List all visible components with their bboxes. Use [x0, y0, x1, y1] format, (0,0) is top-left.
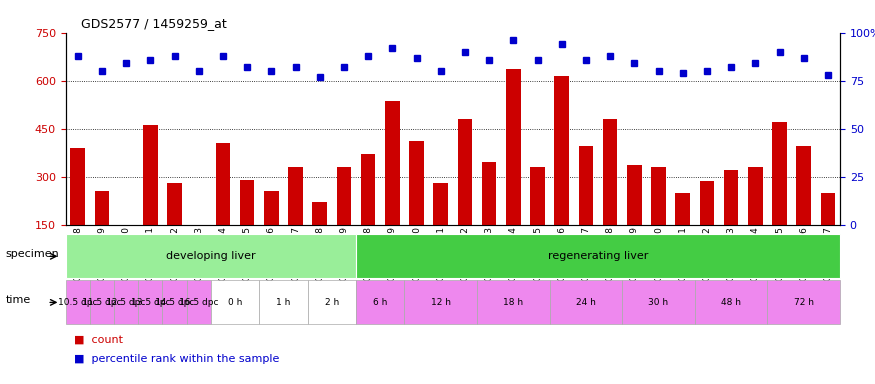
Text: 16.5 dpc: 16.5 dpc	[179, 298, 219, 307]
Text: GDS2577 / 1459259_at: GDS2577 / 1459259_at	[81, 17, 227, 30]
Bar	[773, 122, 787, 225]
Bar	[385, 101, 400, 225]
Text: 6 h: 6 h	[373, 298, 388, 307]
Bar	[119, 225, 133, 230]
Bar	[821, 193, 835, 225]
Text: time: time	[5, 295, 31, 305]
Bar	[264, 191, 278, 225]
Text: 18 h: 18 h	[503, 298, 523, 307]
Text: regenerating liver: regenerating liver	[548, 251, 648, 262]
Text: 12.5 dpc: 12.5 dpc	[107, 298, 146, 307]
Bar	[94, 191, 109, 225]
Text: 13.5 dpc: 13.5 dpc	[130, 298, 170, 307]
Bar	[144, 126, 158, 225]
Bar	[312, 202, 327, 225]
Bar	[603, 119, 618, 225]
Bar	[167, 183, 182, 225]
Bar	[360, 154, 375, 225]
Bar	[458, 119, 472, 225]
Bar	[192, 225, 206, 230]
Bar	[676, 193, 690, 225]
Text: developing liver: developing liver	[166, 251, 256, 262]
Bar	[215, 143, 230, 225]
Bar	[578, 146, 593, 225]
Bar	[724, 170, 738, 225]
Text: 12 h: 12 h	[430, 298, 451, 307]
Bar	[555, 76, 569, 225]
Bar	[337, 167, 351, 225]
Bar	[482, 162, 496, 225]
Bar	[700, 182, 714, 225]
Bar	[506, 70, 521, 225]
Text: ■  percentile rank within the sample: ■ percentile rank within the sample	[74, 354, 280, 364]
Bar	[240, 180, 255, 225]
Bar	[410, 141, 423, 225]
Text: ■  count: ■ count	[74, 335, 123, 345]
Text: 1 h: 1 h	[276, 298, 290, 307]
Text: 0 h: 0 h	[228, 298, 242, 307]
Text: 14.5 dpc: 14.5 dpc	[155, 298, 194, 307]
Text: 11.5 dpc: 11.5 dpc	[82, 298, 122, 307]
Bar	[627, 166, 641, 225]
Bar	[71, 148, 85, 225]
Text: 72 h: 72 h	[794, 298, 814, 307]
Bar	[748, 167, 763, 225]
Bar	[288, 167, 303, 225]
Bar	[433, 183, 448, 225]
Text: 24 h: 24 h	[576, 298, 596, 307]
Bar	[796, 146, 811, 225]
Text: 48 h: 48 h	[721, 298, 741, 307]
Bar	[651, 167, 666, 225]
Text: specimen: specimen	[5, 249, 59, 259]
Bar	[530, 167, 545, 225]
Text: 2 h: 2 h	[325, 298, 339, 307]
Text: 10.5 dpc: 10.5 dpc	[58, 298, 97, 307]
Text: 30 h: 30 h	[648, 298, 668, 307]
